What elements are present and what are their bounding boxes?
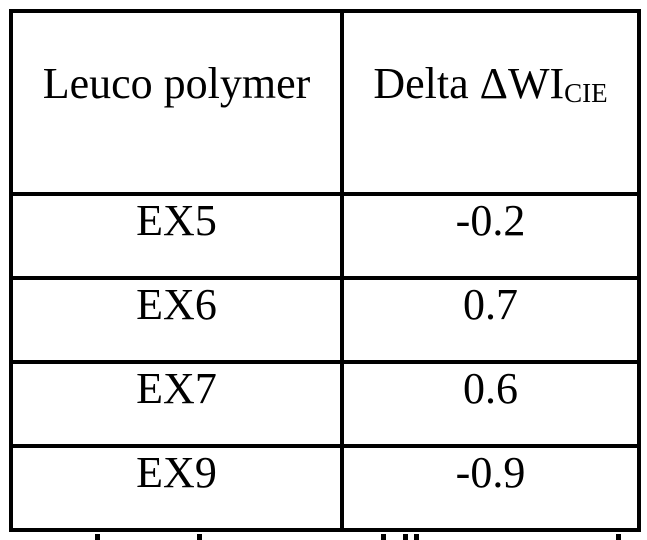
clipped-text-fragment — [381, 534, 386, 540]
delta-cell: -0.2 — [340, 192, 641, 280]
header-cell-delta-wi: Delta ΔWICIE — [340, 9, 641, 196]
polymer-cell: EX5 — [9, 192, 344, 280]
clipped-text-fragment — [95, 534, 100, 540]
table-row: EX7 0.6 — [9, 360, 641, 448]
delta-cell: -0.9 — [340, 444, 641, 532]
header-label-delta-wi: Delta ΔWI — [373, 59, 565, 108]
table-row: EX9 -0.9 — [9, 444, 641, 532]
leuco-polymer-table: Leuco polymer Delta ΔWICIE EX5 -0.2 EX6 … — [9, 9, 641, 532]
delta-cell: 0.6 — [340, 360, 641, 448]
header-subscript-cie: CIE — [564, 78, 608, 108]
table-row: EX5 -0.2 — [9, 192, 641, 280]
clipped-text-fragment — [403, 534, 408, 540]
clipped-text-fragment — [616, 534, 621, 540]
delta-cell: 0.7 — [340, 276, 641, 364]
polymer-cell: EX9 — [9, 444, 344, 532]
polymer-cell: EX7 — [9, 360, 344, 448]
table-row: EX6 0.7 — [9, 276, 641, 364]
table-header-row: Leuco polymer Delta ΔWICIE — [9, 9, 641, 196]
polymer-cell: EX6 — [9, 276, 344, 364]
header-label-leuco-polymer: Leuco polymer — [42, 59, 311, 108]
clipped-text-fragment — [414, 534, 419, 540]
header-cell-leuco-polymer: Leuco polymer — [9, 9, 344, 196]
clipped-text-fragment — [197, 534, 202, 540]
